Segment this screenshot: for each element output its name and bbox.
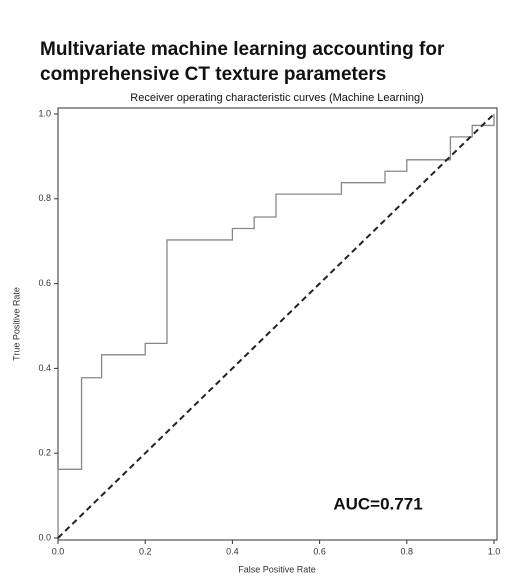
x-tick-label: 0.0 <box>52 546 65 556</box>
chart-title: Receiver operating characteristic curves… <box>130 92 423 104</box>
plot-frame <box>57 107 498 541</box>
x-axis-label: False Positive Rate <box>238 564 316 574</box>
y-tick-label: 0.0 <box>38 532 51 542</box>
x-tick-label: 1.0 <box>488 546 501 556</box>
auc-annotation: AUC=0.771 <box>333 494 422 513</box>
roc-line <box>57 113 495 539</box>
heading-line: comprehensive CT texture parameters <box>40 64 386 85</box>
y-tick-label: 1.0 <box>38 108 51 118</box>
x-tick-label: 0.6 <box>313 546 326 556</box>
x-tick-label: 0.2 <box>139 546 152 556</box>
x-tick-label: 0.8 <box>401 546 414 556</box>
y-axis-label: True Positive Rate <box>11 287 21 361</box>
roc-line <box>57 114 495 538</box>
y-tick-label: 0.4 <box>38 363 51 373</box>
y-tick-label: 0.6 <box>38 278 51 288</box>
y-tick-label: 0.2 <box>38 448 51 458</box>
heading-line: Multivariate machine learning accounting… <box>40 39 445 60</box>
y-tick-label: 0.8 <box>38 193 51 203</box>
x-tick-label: 0.4 <box>226 546 239 556</box>
